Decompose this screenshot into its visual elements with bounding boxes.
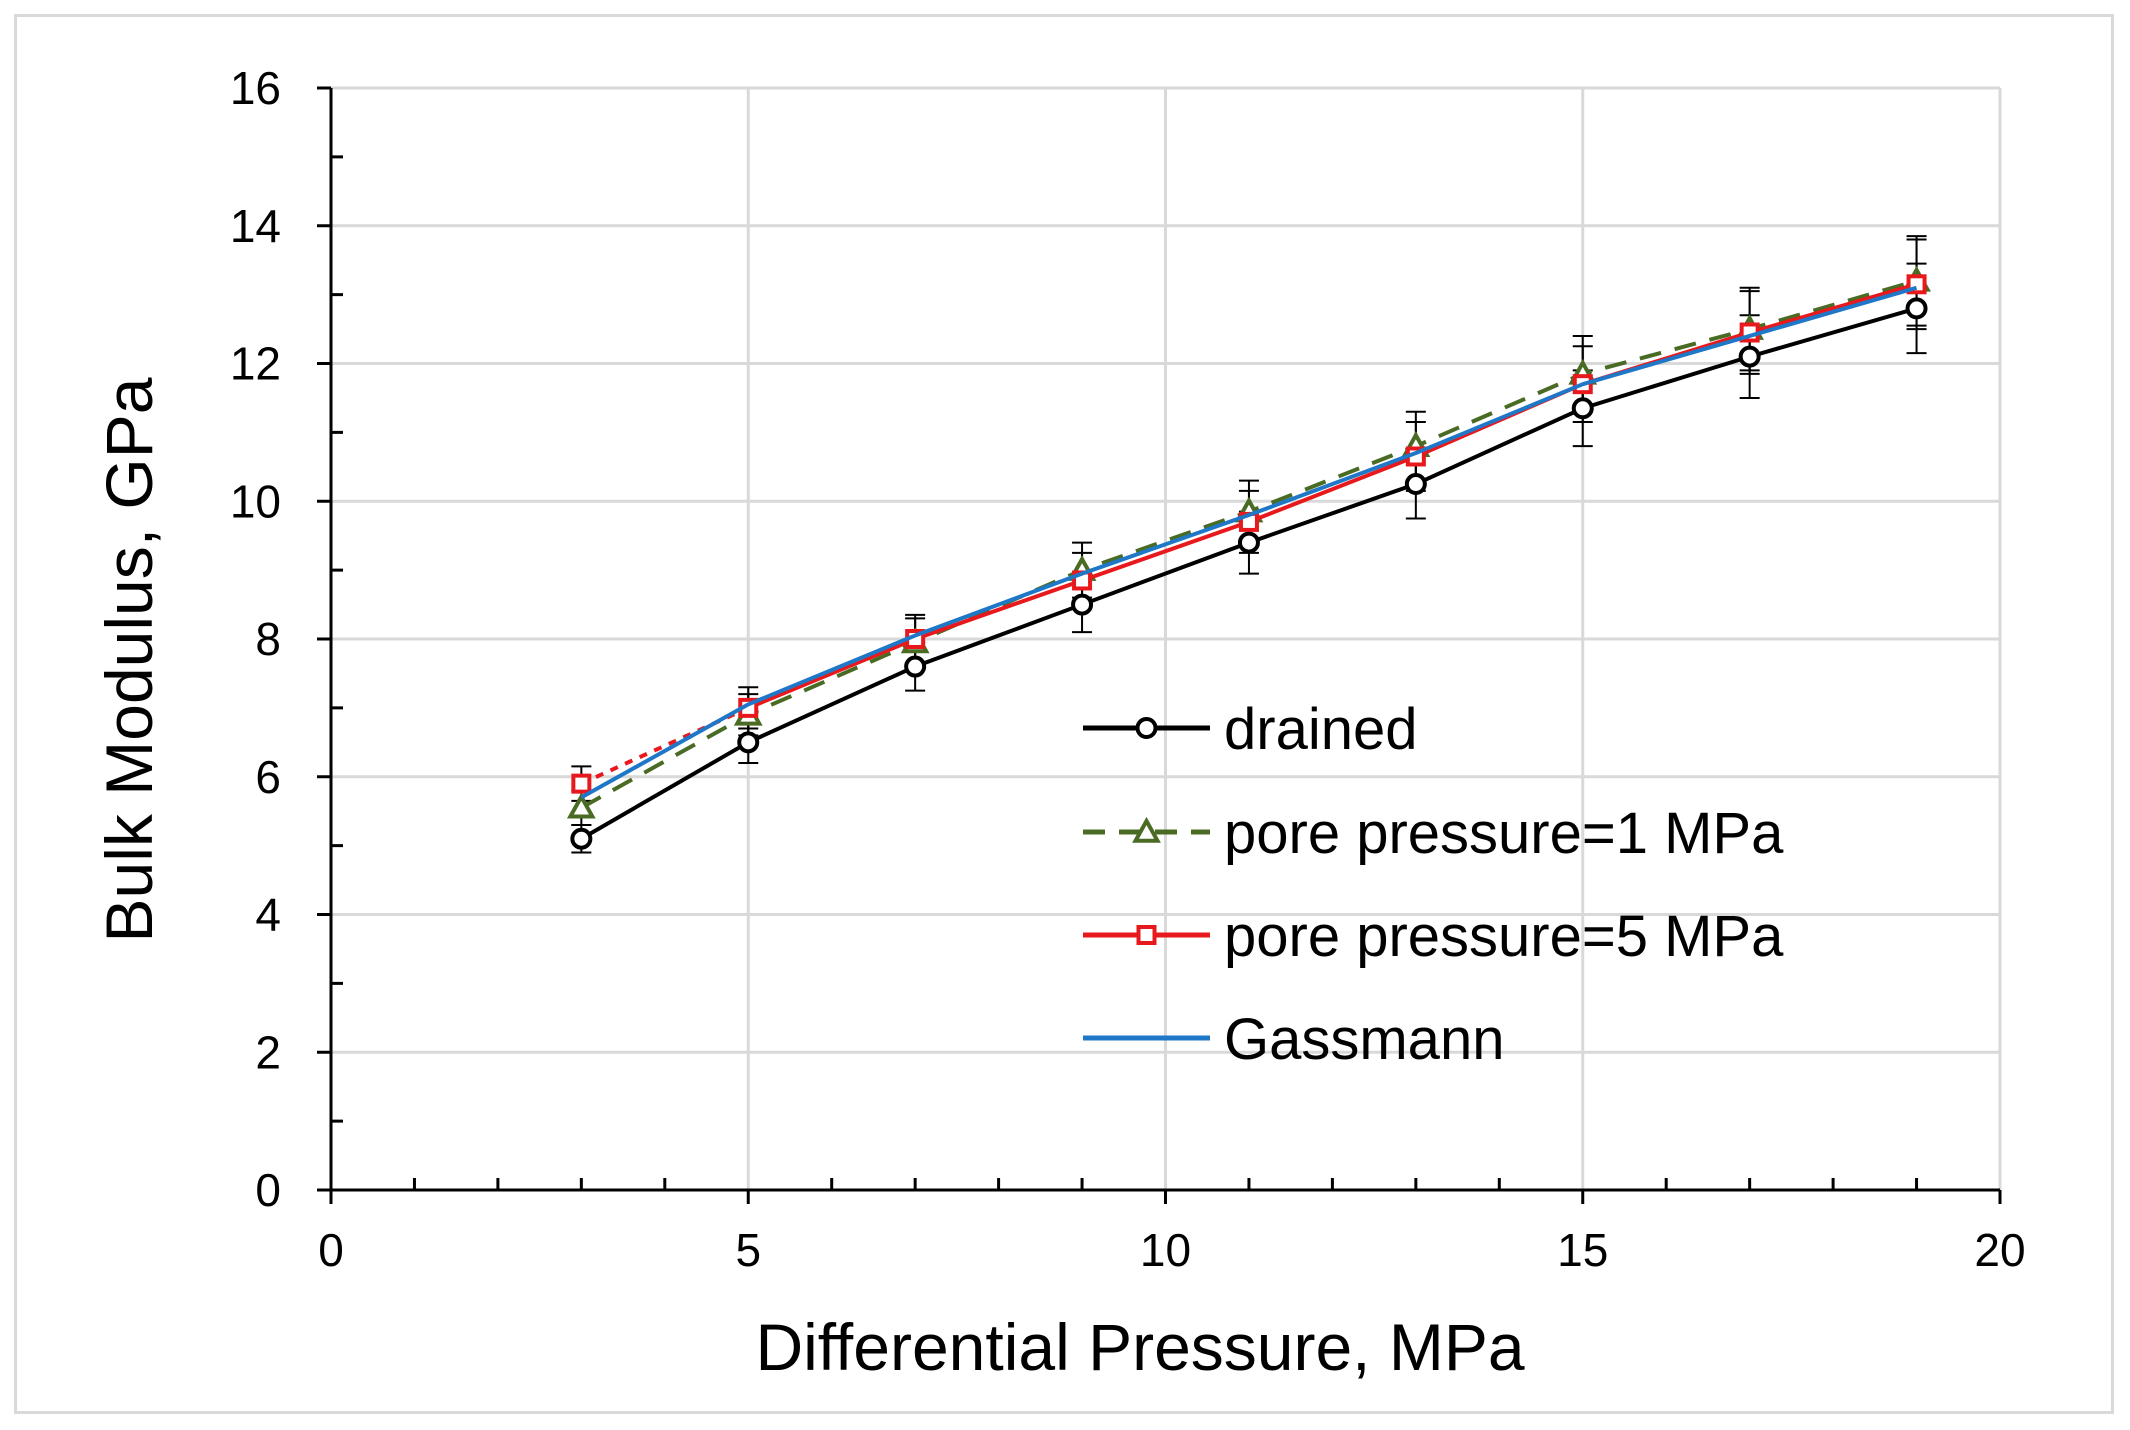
legend-marker: [1135, 717, 1158, 739]
series-line: [580, 285, 1918, 800]
y-tick-label: 16: [230, 62, 281, 114]
x-tick-label: 20: [1974, 1224, 2025, 1276]
y-tick-label: 2: [255, 1026, 281, 1078]
legend-label: pore pressure=1 MPa: [1224, 801, 1784, 866]
series-gassmann: [580, 285, 1918, 800]
x-tick-label: 15: [1557, 1224, 1608, 1276]
data-point: [1905, 297, 1928, 320]
legend-item-drained: drained: [1083, 697, 1417, 762]
y-tick-label: 10: [230, 475, 281, 527]
y-tick-label: 4: [255, 889, 281, 941]
tick-labels: 0 2 4 6 8 10 12 14 16 0 5 10 15 20: [230, 62, 2026, 1276]
legend-item-pore-pressure-1-mpa: pore pressure=1 MPa: [1083, 801, 1784, 866]
data-point: [1571, 397, 1594, 420]
legend-item-gassmann: Gassmann: [1083, 1007, 1504, 1072]
data-point: [1738, 345, 1761, 368]
data-point: [1071, 593, 1094, 616]
legend-label: Gassmann: [1224, 1007, 1504, 1072]
series-drained: [570, 297, 1928, 850]
y-tick-label: 14: [230, 200, 281, 252]
legend-label: drained: [1224, 697, 1417, 762]
data-point: [1237, 531, 1260, 554]
grid-lines: [331, 86, 2002, 1190]
y-axis-title: Bulk Modulus, GPa: [92, 377, 166, 942]
error-bars-drained: [571, 262, 1927, 854]
data-point: [737, 731, 760, 754]
chart-frame: [14, 14, 2114, 1414]
data-point: [571, 773, 592, 794]
data-series: [566, 235, 1931, 854]
y-tick-label: 8: [255, 613, 281, 665]
x-tick-label: 5: [735, 1224, 761, 1276]
y-tick-label: 12: [230, 338, 281, 390]
y-tick-label: 6: [255, 751, 281, 803]
data-point: [904, 655, 927, 678]
legend-item-pore-pressure-5-mpa: pore pressure=5 MPa: [1083, 904, 1784, 969]
legend-marker: [1136, 925, 1157, 945]
legend-label: pore pressure=5 MPa: [1224, 904, 1784, 969]
x-axis-title: Differential Pressure, MPa: [755, 1310, 1524, 1384]
x-tick-label: 10: [1140, 1224, 1191, 1276]
legend-marker: [1132, 816, 1161, 843]
x-tick-label: 0: [318, 1224, 344, 1276]
data-point: [566, 792, 596, 819]
axes: [317, 86, 2002, 1204]
legend: drained pore pressure=1 MPa pore pressure=…: [1083, 697, 1784, 1072]
data-point: [570, 827, 593, 850]
series-line: [747, 282, 1918, 710]
y-tick-label: 0: [255, 1164, 281, 1216]
data-point: [1404, 473, 1427, 496]
